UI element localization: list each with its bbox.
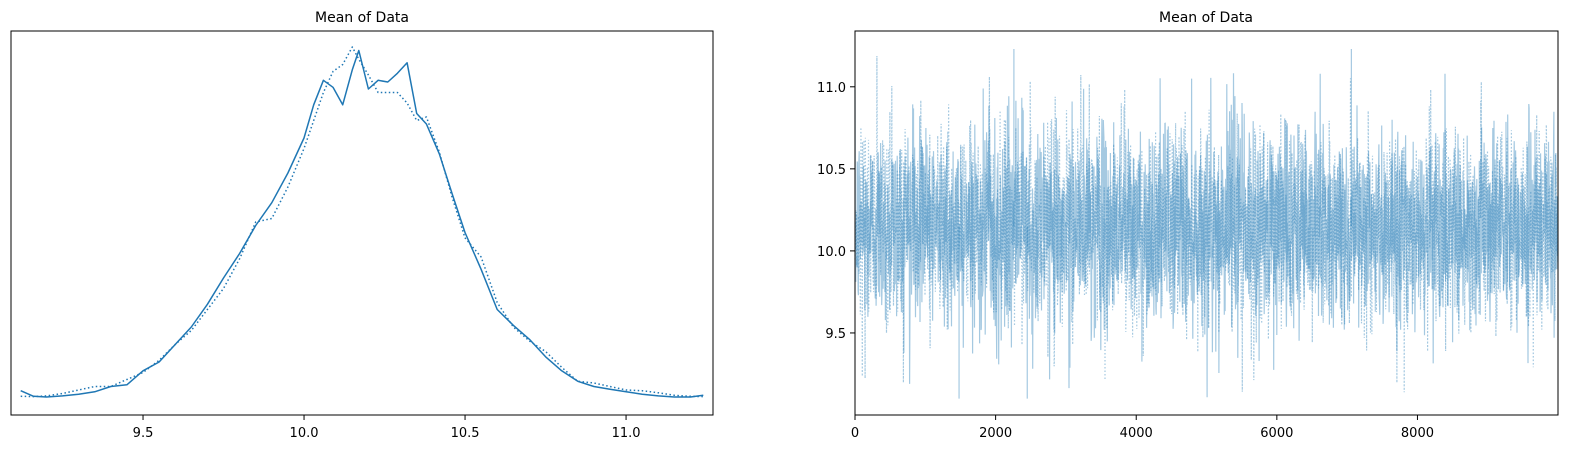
x-tick-label: 2000 xyxy=(979,426,1012,441)
x-tick-label: 10.5 xyxy=(451,426,480,441)
density-series-group xyxy=(20,46,704,398)
density-line-solid xyxy=(20,49,704,398)
y-tick-label: 10.0 xyxy=(817,245,846,260)
y-tick-label: 9.5 xyxy=(825,327,846,342)
x-tick-label: 10.0 xyxy=(290,426,319,441)
trace-y-axis-ticks: 9.5 10.0 10.5 11.0 xyxy=(817,81,855,342)
trace-line-solid xyxy=(854,73,1559,398)
density-panel: Mean of Data 9.5 10.0 10.5 11.0 xyxy=(10,10,714,441)
trace-x-axis-ticks: 0 2000 4000 6000 8000 xyxy=(851,415,1434,441)
density-title: Mean of Data xyxy=(315,10,409,26)
x-tick-label: 6000 xyxy=(1260,426,1293,441)
density-plot-frame xyxy=(10,30,714,416)
trace-line-dotted xyxy=(854,55,1559,393)
density-line-dotted xyxy=(20,46,704,398)
trace-panel: Mean of Data 0 2000 4000 6000 8000 9.5 10.0 10… xyxy=(817,10,1559,441)
x-tick-label: 0 xyxy=(851,426,859,441)
y-tick-label: 11.0 xyxy=(817,81,846,96)
trace-plot-frame xyxy=(854,30,1559,416)
y-tick-label: 10.5 xyxy=(817,163,846,178)
density-x-axis-ticks: 9.5 10.0 10.5 11.0 xyxy=(133,415,641,441)
x-tick-label: 11.0 xyxy=(612,426,641,441)
x-tick-label: 4000 xyxy=(1120,426,1153,441)
x-tick-label: 9.5 xyxy=(133,426,154,441)
trace-title: Mean of Data xyxy=(1159,10,1253,26)
x-tick-label: 8000 xyxy=(1401,426,1434,441)
trace-series-group xyxy=(854,49,1559,399)
